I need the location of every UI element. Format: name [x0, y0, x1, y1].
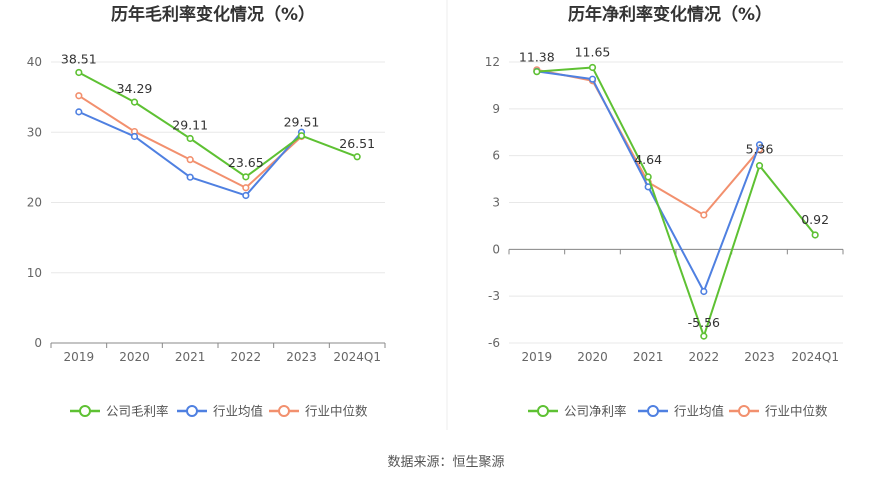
chart1-data-label: 29.51 [284, 115, 320, 130]
chart2-series-company-point [588, 63, 597, 72]
chart2-title: 历年净利率变化情况（%） [568, 4, 772, 25]
chart2-data-label: -5.56 [688, 315, 720, 330]
chart2-ytick-label: -3 [488, 289, 500, 303]
chart2-xtick-label: 2024Q1 [791, 350, 839, 364]
chart2-ytick-label: 3 [492, 196, 500, 210]
chart2-series-industry_avg-point [755, 141, 764, 149]
chart2-xtick-label: 2023 [744, 350, 775, 364]
chart2-legend-marker-industry_median [738, 405, 750, 417]
chart1-series-company-point [75, 68, 83, 77]
chart1-legend-label-industry_median: 行业中位数 [305, 404, 368, 419]
chart1-ytick-label: 40 [27, 55, 42, 69]
chart2-series-company-point [700, 332, 708, 340]
chart2-legend-label-industry_median: 行业中位数 [765, 404, 828, 419]
chart2-xtick-label: 2021 [633, 350, 664, 364]
chart2-series-company-point [755, 162, 764, 170]
chart1-title: 历年毛利率变化情况（%） [111, 4, 315, 25]
chart1-series-industry_median-point [242, 184, 250, 192]
chart2-legend-marker-company [537, 405, 549, 417]
chart1-legend-label-industry_avg: 行业均值 [213, 404, 263, 419]
chart2-ytick-label: 9 [492, 102, 500, 116]
chart2-legend-label-company: 公司净利率 [564, 404, 627, 419]
chart2-xtick-label: 2022 [689, 350, 720, 364]
chart1-xtick-label: 2020 [119, 350, 150, 364]
chart2-series-industry_median-point [700, 211, 708, 219]
chart1-series-company-point [353, 153, 361, 161]
chart2-data-label: 0.92 [801, 212, 829, 227]
chart1-series-company-line [78, 71, 358, 178]
chart1-series-company-point [297, 132, 306, 140]
chart1-xtick-label: 2022 [231, 350, 262, 364]
chart1-ytick-label: 30 [27, 125, 42, 139]
chart2-xtick-label: 2019 [522, 350, 553, 364]
chart1-xtick-label: 2024Q1 [333, 350, 381, 364]
chart1-ytick-label: 20 [27, 196, 42, 210]
chart1-series-company-point [186, 134, 194, 143]
chart1-series-industry_avg-point [130, 132, 139, 141]
chart2-data-label: 5.36 [746, 142, 774, 157]
chart1-xtick-label: 2021 [175, 350, 206, 364]
chart1-legend-marker-industry_avg [186, 405, 198, 417]
chart1-legend-label-company: 公司毛利率 [106, 404, 169, 419]
chart1-legend-marker-industry_median [278, 405, 290, 417]
chart2-legend-marker-industry_avg [647, 405, 659, 417]
chart1-xtick-label: 2023 [286, 350, 317, 364]
chart1-xtick-label: 2019 [64, 350, 95, 364]
chart2-ytick-label: 12 [485, 55, 500, 69]
chart1-series-industry_avg-point [242, 191, 250, 200]
chart1-ytick-label: 0 [34, 336, 42, 350]
chart2-legend-label-industry_avg: 行业均值 [674, 404, 724, 419]
chart1-data-label: 34.29 [117, 81, 153, 96]
chart2-series-company-point [811, 231, 819, 239]
chart1-data-label: 29.11 [172, 118, 208, 133]
chart2-ytick-label: 6 [492, 149, 500, 163]
chart2-data-label: 4.64 [634, 152, 662, 167]
data-source: 数据来源：恒生聚源 [387, 455, 504, 470]
chart2-series-company-point [533, 68, 541, 76]
chart1-series-industry_avg-point [75, 108, 83, 116]
chart1-series-company-point [130, 98, 139, 106]
chart2-series-industry_avg-point [700, 287, 708, 296]
chart1-data-label: 23.65 [228, 155, 264, 170]
chart2-ytick-label: -6 [488, 336, 500, 350]
chart2-data-label: 11.38 [519, 50, 555, 65]
chart1-data-label: 26.51 [339, 136, 375, 151]
chart1-ytick-label: 10 [27, 266, 42, 280]
chart1-series-industry_median-point [75, 92, 83, 100]
chart2-data-label: 11.65 [575, 44, 611, 59]
chart2-ytick-label: 0 [492, 242, 500, 256]
chart2-series-company-line [536, 66, 816, 338]
chart1-series-company-point [242, 173, 250, 181]
chart1-legend-marker-company [79, 405, 91, 417]
chart2-series-company-point [644, 173, 652, 181]
chart2-xtick-label: 2020 [577, 350, 608, 364]
chart1-series-industry_avg-point [186, 173, 194, 181]
chart1-data-label: 38.51 [61, 51, 97, 66]
chart2-series-industry_avg-point [588, 75, 597, 83]
chart2-series-industry_median-line [536, 68, 761, 216]
chart1-series-industry_median-point [186, 156, 194, 164]
